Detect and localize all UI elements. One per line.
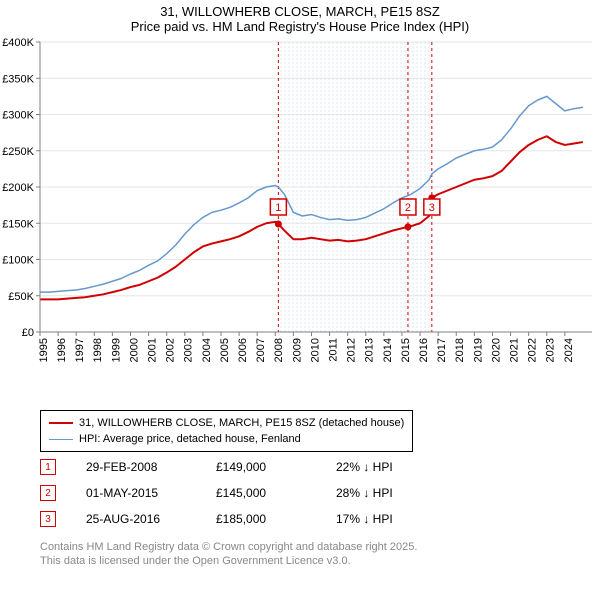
svg-text:2011: 2011 [327,338,339,362]
table-row: 2 01-MAY-2015 £145,000 28% ↓ HPI [40,480,436,506]
svg-text:1995: 1995 [38,338,50,362]
svg-text:1998: 1998 [92,338,104,362]
marker-1: 1 [40,459,56,475]
sale-date-2: 01-MAY-2015 [86,486,186,500]
svg-text:£350K: £350K [2,73,34,85]
svg-text:2012: 2012 [346,338,358,362]
svg-text:2014: 2014 [382,338,394,362]
svg-text:2002: 2002 [165,338,177,362]
marker-2: 2 [40,485,56,501]
svg-text:2001: 2001 [146,338,158,362]
sale-date-3: 25-AUG-2016 [86,512,186,526]
sale-date-1: 29-FEB-2008 [86,460,186,474]
sales-table: 1 29-FEB-2008 £149,000 22% ↓ HPI 2 01-MA… [40,454,436,532]
svg-text:2018: 2018 [454,338,466,362]
plot-area: £0£50K£100K£150K£200K£250K£300K£350K£400… [40,42,592,372]
svg-text:£150K: £150K [2,218,34,230]
title-line2: Price paid vs. HM Land Registry's House … [0,19,600,34]
chart-svg: £0£50K£100K£150K£200K£250K£300K£350K£400… [40,42,592,412]
sale-pct-1: 22% ↓ HPI [336,460,436,474]
svg-text:2021: 2021 [508,338,520,362]
svg-text:2013: 2013 [364,338,376,362]
svg-text:£300K: £300K [2,110,34,122]
marker-3: 3 [40,511,56,527]
legend-box: 31, WILLOWHERB CLOSE, MARCH, PE15 8SZ (d… [40,410,413,452]
svg-text:2005: 2005 [219,338,231,362]
svg-text:£0: £0 [22,327,34,339]
legend-swatch-1 [49,422,73,424]
svg-text:2017: 2017 [436,338,448,362]
svg-text:2023: 2023 [545,338,557,362]
svg-text:£50K: £50K [8,291,34,303]
table-row: 1 29-FEB-2008 £149,000 22% ↓ HPI [40,454,436,480]
svg-text:2022: 2022 [527,338,539,362]
sale-price-2: £145,000 [216,486,306,500]
sale-pct-3: 17% ↓ HPI [336,512,436,526]
title-line1: 31, WILLOWHERB CLOSE, MARCH, PE15 8SZ [0,4,600,19]
table-row: 3 25-AUG-2016 £185,000 17% ↓ HPI [40,506,436,532]
sale-price-1: £149,000 [216,460,306,474]
svg-text:£250K: £250K [2,146,34,158]
svg-text:2004: 2004 [201,338,213,362]
svg-text:2024: 2024 [563,338,575,362]
footer-line-2: This data is licensed under the Open Gov… [40,554,590,568]
svg-text:1996: 1996 [56,338,68,362]
svg-text:2000: 2000 [128,338,140,362]
svg-text:2003: 2003 [183,338,195,362]
svg-text:2020: 2020 [490,338,502,362]
svg-text:£100K: £100K [2,255,34,267]
sale-pct-2: 28% ↓ HPI [336,486,436,500]
svg-text:3: 3 [429,202,435,214]
footer: Contains HM Land Registry data © Crown c… [40,540,590,568]
sale-price-3: £185,000 [216,512,306,526]
svg-text:2010: 2010 [309,338,321,362]
legend-swatch-2 [49,439,73,440]
svg-text:2009: 2009 [291,338,303,362]
svg-text:2: 2 [405,202,411,214]
title-block: 31, WILLOWHERB CLOSE, MARCH, PE15 8SZ Pr… [0,0,600,34]
svg-text:2006: 2006 [237,338,249,362]
svg-text:1997: 1997 [74,338,86,362]
svg-text:2015: 2015 [400,338,412,362]
chart-container: 31, WILLOWHERB CLOSE, MARCH, PE15 8SZ Pr… [0,0,600,590]
footer-line-1: Contains HM Land Registry data © Crown c… [40,540,590,554]
svg-text:1: 1 [275,202,281,214]
svg-text:2019: 2019 [472,338,484,362]
legend-label-1: 31, WILLOWHERB CLOSE, MARCH, PE15 8SZ (d… [79,415,404,431]
svg-text:2016: 2016 [418,338,430,362]
svg-text:2007: 2007 [255,338,267,362]
svg-text:1999: 1999 [110,338,122,362]
legend-label-2: HPI: Average price, detached house, Fenl… [79,431,301,447]
svg-text:£400K: £400K [2,37,34,49]
svg-text:£200K: £200K [2,182,34,194]
svg-text:2008: 2008 [273,338,285,362]
legend-row-1: 31, WILLOWHERB CLOSE, MARCH, PE15 8SZ (d… [49,415,404,431]
legend-row-2: HPI: Average price, detached house, Fenl… [49,431,404,447]
